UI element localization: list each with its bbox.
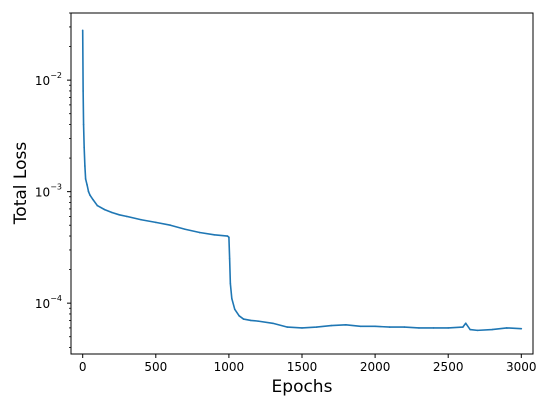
x-tick-label: 0 bbox=[79, 360, 87, 374]
y-tick-base: 10 bbox=[35, 74, 50, 88]
loss-data-point bbox=[469, 328, 471, 331]
loss-data-point bbox=[118, 214, 121, 216]
x-tick-label: 2000 bbox=[360, 360, 391, 374]
loss-data-point bbox=[96, 204, 99, 207]
loss-data-point bbox=[447, 327, 450, 329]
x-tick-label: 1000 bbox=[214, 360, 245, 374]
loss-data-point bbox=[301, 327, 303, 329]
loss-data-point bbox=[388, 326, 391, 328]
loss-data-point bbox=[374, 325, 376, 328]
loss-data-point bbox=[87, 190, 90, 193]
loss-data-point bbox=[84, 165, 86, 167]
loss-data-point bbox=[84, 178, 87, 180]
loss-data-point bbox=[462, 326, 464, 328]
x-axis-label: Epochs bbox=[272, 377, 333, 397]
loss-data-point bbox=[169, 224, 172, 227]
loss-data-point bbox=[330, 324, 333, 327]
loss-data-point bbox=[111, 211, 113, 214]
loss-data-point bbox=[491, 328, 493, 331]
loss-data-point bbox=[286, 326, 289, 328]
x-tick-label: 2500 bbox=[433, 360, 464, 374]
y-tick-label: 10−2 bbox=[35, 71, 62, 88]
loss-data-point bbox=[250, 319, 252, 322]
loss-data-point bbox=[198, 231, 201, 234]
loss-data-point bbox=[403, 326, 406, 328]
loss-data-point bbox=[103, 208, 106, 211]
y-tick-exponent: −3 bbox=[50, 183, 62, 192]
loss-data-point bbox=[233, 308, 236, 311]
y-tick-exponent: −4 bbox=[50, 294, 62, 303]
loss-data-point bbox=[505, 327, 508, 329]
loss-data-point bbox=[86, 184, 88, 186]
loss-data-point bbox=[359, 325, 362, 328]
loss-data-point bbox=[228, 257, 231, 260]
loss-data-point bbox=[231, 297, 233, 300]
loss-data-point bbox=[92, 198, 94, 201]
loss-data-point bbox=[418, 327, 420, 329]
y-tick-label: 10−4 bbox=[35, 294, 62, 311]
loss-data-point bbox=[83, 146, 85, 149]
plot-frame bbox=[70, 12, 534, 355]
loss-data-point bbox=[213, 234, 216, 236]
loss-data-point bbox=[315, 326, 318, 328]
loss-data-point bbox=[125, 215, 128, 218]
x-tick-label: 3000 bbox=[506, 360, 537, 374]
loss-data-point bbox=[271, 322, 274, 325]
loss-data-point bbox=[476, 329, 479, 332]
loss-data-point bbox=[226, 235, 229, 237]
y-tick-label: 10−3 bbox=[35, 183, 62, 200]
loss-data-point bbox=[184, 228, 186, 231]
loss-data-point bbox=[345, 323, 347, 326]
loss-data-point bbox=[520, 327, 523, 330]
loss-data-point bbox=[242, 318, 245, 320]
loss-data-point bbox=[432, 327, 435, 329]
loss-data-point bbox=[82, 90, 84, 92]
x-tick-label: 1500 bbox=[287, 360, 318, 374]
plot-area bbox=[81, 29, 523, 332]
loss-data-point bbox=[238, 315, 240, 317]
loss-data-point bbox=[257, 320, 259, 322]
y-tick-base: 10 bbox=[35, 186, 50, 200]
loss-data-point bbox=[140, 218, 142, 221]
loss-series-line bbox=[81, 30, 522, 332]
loss-data-point bbox=[464, 322, 467, 325]
loss-data-point bbox=[81, 29, 84, 32]
loss-data-point bbox=[229, 282, 232, 285]
y-tick-base: 10 bbox=[35, 297, 50, 311]
loss-data-point bbox=[228, 236, 230, 239]
loss-data-point bbox=[155, 221, 157, 224]
x-tick-label: 500 bbox=[144, 360, 167, 374]
loss-data-point bbox=[89, 194, 91, 196]
y-axis-label: Total Loss bbox=[11, 142, 31, 226]
loss-data-point bbox=[82, 123, 85, 126]
y-tick-exponent: −2 bbox=[50, 71, 62, 80]
